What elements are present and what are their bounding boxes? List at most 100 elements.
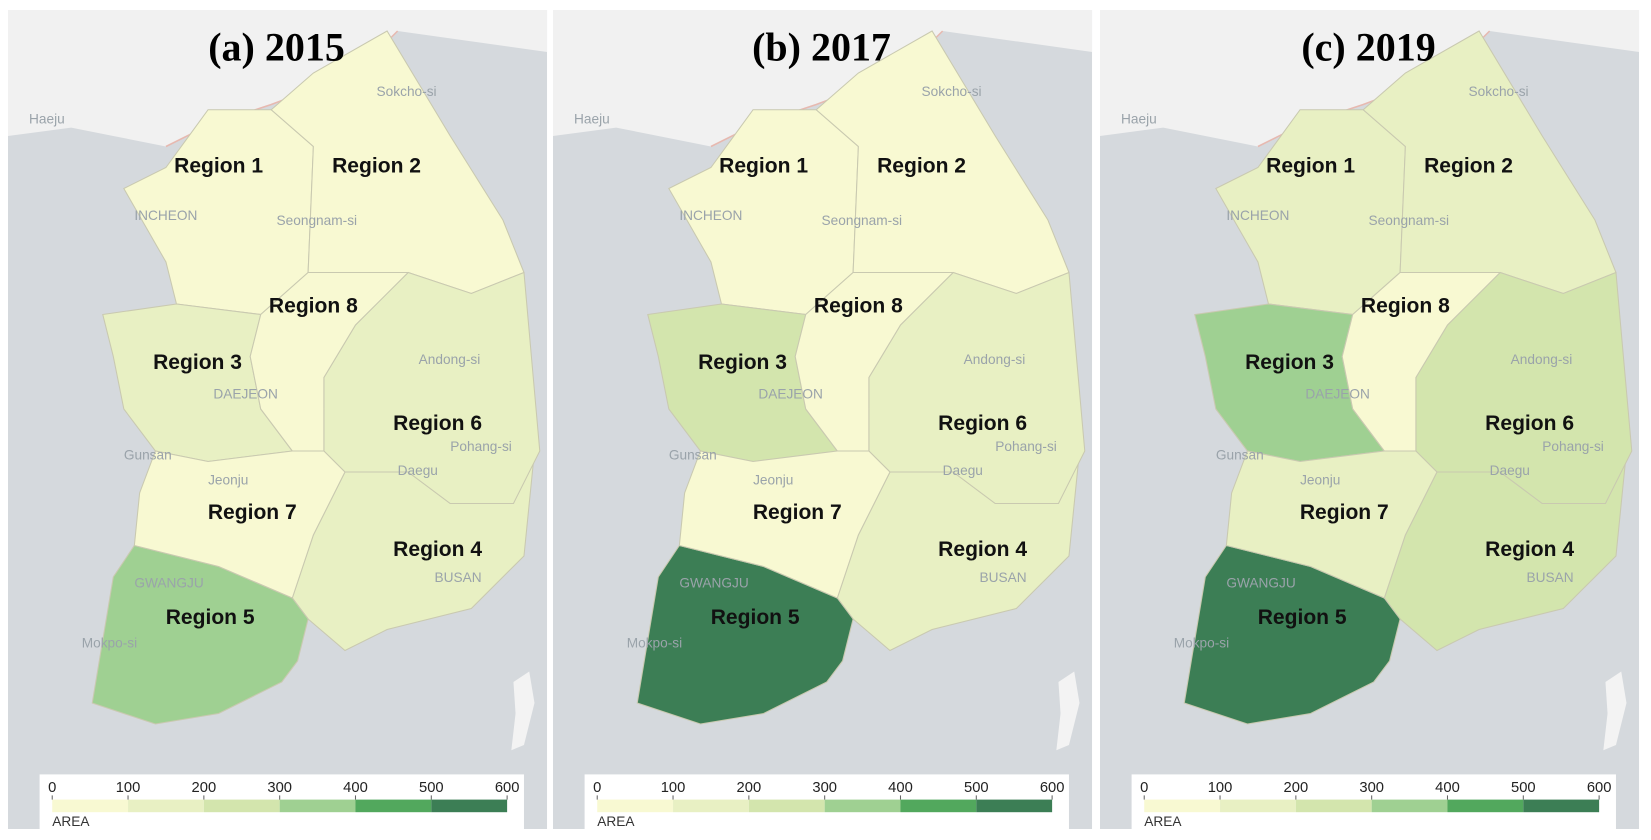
region-label: Region 6 <box>1485 412 1574 435</box>
legend-swatch <box>1220 799 1296 813</box>
region-label: Region 4 <box>1485 538 1574 561</box>
city-label: Daegu <box>398 463 438 478</box>
region-label: Region 8 <box>814 294 903 317</box>
legend-swatch <box>52 799 129 813</box>
city-label: BUSAN <box>1526 570 1573 585</box>
region-label: Region 5 <box>1258 606 1347 629</box>
legend-tick-label: 200 <box>192 780 217 796</box>
region <box>678 450 891 599</box>
city-label: Mokpo-si <box>627 635 682 650</box>
region-label: Region 3 <box>1245 351 1334 374</box>
map-panel: Haeju INCHEON Seongnam-si Sokcho-si Andong-s… <box>1100 10 1640 829</box>
legend-swatch <box>748 799 825 813</box>
legend-tick-label: 600 <box>1040 780 1065 796</box>
region <box>1341 271 1502 452</box>
city-label: Seongnam-si <box>822 213 903 228</box>
city-label: Gunsan <box>1216 447 1264 462</box>
city-label: Jeonju <box>753 473 793 488</box>
city-label: Daegu <box>943 463 983 478</box>
legend-tick-label: 500 <box>419 780 444 796</box>
legend-swatch <box>1371 799 1448 813</box>
region-label: Region 1 <box>719 155 808 178</box>
city-label: Mokpo-si <box>1174 635 1229 650</box>
city-label: Pohang-si <box>450 439 512 454</box>
legend-tick-label: 200 <box>1284 780 1309 796</box>
city-label: INCHEON <box>679 208 742 223</box>
region <box>1225 450 1438 599</box>
region-label: Region 1 <box>1266 155 1355 178</box>
region-label: Region 4 <box>938 538 1027 561</box>
city-label: Seongnam-si <box>1369 213 1450 228</box>
city-label: GWANGJU <box>679 576 748 591</box>
north-land <box>8 10 548 147</box>
region-label: Region 5 <box>166 606 255 629</box>
region-label: Region 7 <box>1300 501 1389 524</box>
legend-tick-label: 100 <box>1208 780 1233 796</box>
region-label: Region 6 <box>938 412 1027 435</box>
city-label: BUSAN <box>979 570 1026 585</box>
city-label: Seongnam-si <box>277 213 358 228</box>
legend-swatch <box>900 799 977 813</box>
legend-tick-label: 300 <box>267 780 292 796</box>
region-label: Region 2 <box>877 155 966 178</box>
city-label: DAEJEON <box>758 387 823 402</box>
panel-title: (a) 2015 <box>208 24 345 69</box>
legend-tick-label: 0 <box>48 780 56 796</box>
legend-title: AREA <box>597 814 635 829</box>
region-label: Region 7 <box>753 501 842 524</box>
city-label: INCHEON <box>1226 208 1289 223</box>
city-label: Haeju <box>1121 111 1157 126</box>
legend-tick-label: 100 <box>116 780 141 796</box>
region-label: Region 6 <box>393 412 482 435</box>
city-label: Andong-si <box>1511 352 1573 367</box>
map-panel: Haeju INCHEON Seongnam-si Sokcho-si Andong-s… <box>8 10 548 829</box>
city-label: Haeju <box>29 111 65 126</box>
legend-swatch <box>1144 799 1221 813</box>
region <box>249 271 410 452</box>
region-label: Region 7 <box>208 501 297 524</box>
legend-title: AREA <box>1144 814 1182 829</box>
legend-swatch <box>128 799 204 813</box>
region-label: Region 5 <box>711 606 800 629</box>
region-label: Region 3 <box>698 351 787 374</box>
legend-tick-label: 400 <box>1435 780 1460 796</box>
legend-tick-label: 0 <box>1140 780 1148 796</box>
city-label: Sokcho-si <box>377 84 437 99</box>
legend-tick-label: 500 <box>1511 780 1536 796</box>
legend-swatch <box>824 799 901 813</box>
city-label: DAEJEON <box>1305 387 1370 402</box>
island <box>511 671 535 751</box>
city-label: Jeonju <box>1300 473 1340 488</box>
city-label: Gunsan <box>669 447 717 462</box>
island <box>1056 671 1080 751</box>
city-label: Andong-si <box>419 352 481 367</box>
legend-swatch <box>431 799 508 813</box>
legend-tick-label: 100 <box>661 780 686 796</box>
legend-tick-label: 400 <box>343 780 368 796</box>
region-label: Region 1 <box>174 155 263 178</box>
city-label: Jeonju <box>208 473 248 488</box>
panel-title: (c) 2019 <box>1301 24 1435 69</box>
city-label: Haeju <box>574 111 610 126</box>
city-label: Mokpo-si <box>82 635 137 650</box>
region-label: Region 2 <box>1424 155 1513 178</box>
city-label: Andong-si <box>964 352 1026 367</box>
legend-tick-label: 500 <box>964 780 989 796</box>
city-label: GWANGJU <box>1226 576 1295 591</box>
city-label: Daegu <box>1490 463 1530 478</box>
city-label: Sokcho-si <box>922 84 982 99</box>
region-label: Region 4 <box>393 538 482 561</box>
city-label: BUSAN <box>434 570 481 585</box>
region <box>133 450 346 599</box>
region-label: Region 8 <box>269 294 358 317</box>
legend-title: AREA <box>52 814 90 829</box>
north-land <box>553 10 1093 147</box>
panel-title: (b) 2017 <box>752 24 891 69</box>
legend-swatch <box>279 799 356 813</box>
legend-tick-label: 600 <box>495 780 520 796</box>
legend-swatch <box>355 799 432 813</box>
city-label: Pohang-si <box>1542 439 1604 454</box>
city-label: INCHEON <box>134 208 197 223</box>
legend-swatch <box>1295 799 1372 813</box>
